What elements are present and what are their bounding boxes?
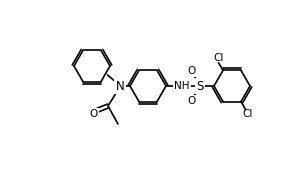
Text: N: N bbox=[116, 80, 124, 93]
Text: Cl: Cl bbox=[213, 53, 224, 63]
Text: O: O bbox=[188, 96, 196, 106]
Text: NH: NH bbox=[174, 81, 190, 91]
Text: O: O bbox=[90, 109, 98, 119]
Text: O: O bbox=[188, 66, 196, 76]
Text: S: S bbox=[196, 80, 204, 93]
Text: Cl: Cl bbox=[242, 109, 253, 119]
